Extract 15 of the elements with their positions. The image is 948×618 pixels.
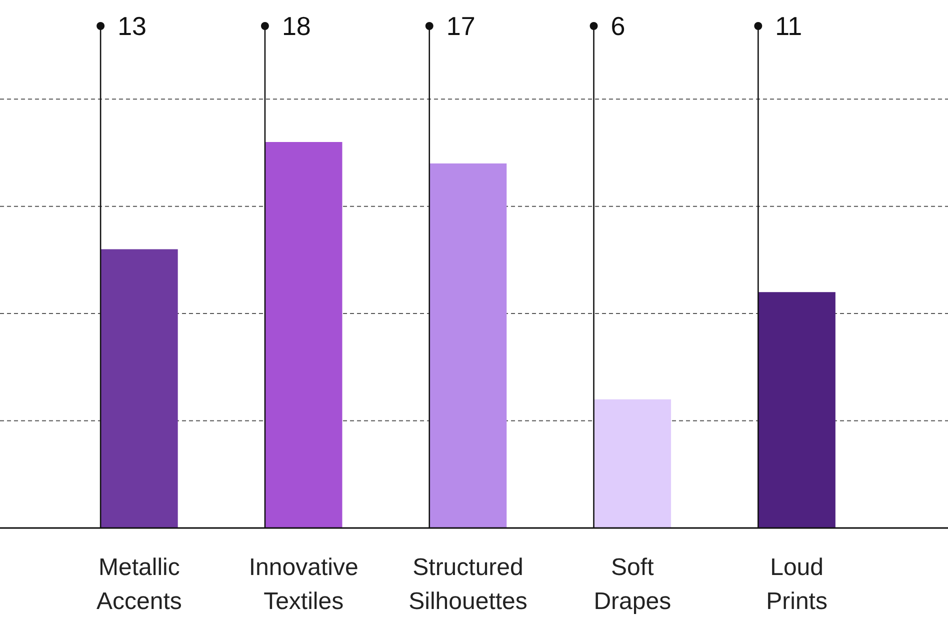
bar bbox=[100, 249, 178, 528]
data-label: 6 bbox=[610, 11, 626, 42]
bar bbox=[758, 292, 836, 528]
bar bbox=[264, 142, 342, 528]
x-tick-label: Structured Silhouettes bbox=[408, 554, 528, 615]
x-tick-label: Innovative Textiles bbox=[248, 554, 358, 615]
x-tick-label: Metallic Accents bbox=[96, 554, 182, 615]
data-label: 13 bbox=[118, 11, 146, 42]
bar bbox=[594, 399, 672, 528]
data-label: 11 bbox=[775, 11, 802, 42]
x-tick-label: Soft Drapes bbox=[594, 554, 672, 615]
bar bbox=[429, 163, 507, 528]
data-label: 17 bbox=[446, 11, 476, 42]
data-label: 18 bbox=[282, 11, 311, 42]
x-tick-label: Loud Prints bbox=[766, 554, 828, 615]
